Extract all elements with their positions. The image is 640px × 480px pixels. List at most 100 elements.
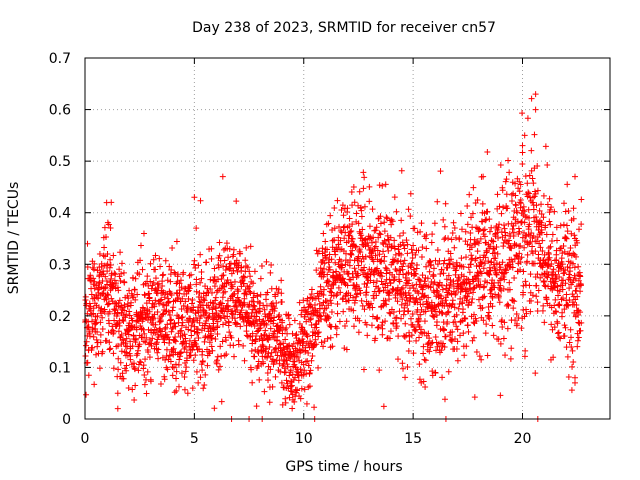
- data-point: [480, 265, 487, 272]
- data-point: [565, 302, 572, 309]
- data-point: [211, 405, 218, 412]
- data-point: [361, 203, 368, 210]
- data-point: [313, 267, 320, 274]
- data-point: [570, 205, 577, 212]
- data-point: [110, 252, 117, 259]
- data-point: [125, 385, 132, 392]
- data-point: [346, 215, 353, 222]
- data-point: [339, 202, 346, 209]
- data-point: [488, 286, 495, 293]
- data-point: [520, 282, 527, 289]
- data-point: [115, 287, 122, 294]
- data-point: [333, 325, 340, 332]
- data-point: [130, 332, 137, 339]
- data-point: [479, 304, 486, 311]
- data-point: [494, 250, 501, 257]
- data-point: [538, 219, 545, 226]
- data-point: [147, 378, 154, 385]
- data-point: [82, 352, 89, 359]
- data-point: [578, 319, 585, 326]
- data-point: [366, 198, 373, 205]
- data-point: [249, 337, 256, 344]
- data-point: [233, 320, 240, 327]
- data-point: [506, 279, 513, 286]
- data-point: [238, 264, 245, 271]
- data-point: [379, 325, 386, 332]
- data-point: [149, 335, 156, 342]
- data-point: [243, 332, 250, 339]
- data-point: [377, 220, 384, 227]
- data-point: [106, 308, 113, 315]
- data-point: [148, 285, 155, 292]
- data-point: [532, 106, 539, 113]
- data-point: [472, 200, 479, 207]
- data-point: [574, 337, 581, 344]
- data-point: [195, 334, 202, 341]
- data-point: [118, 270, 125, 277]
- data-point: [186, 285, 193, 292]
- data-point: [112, 271, 119, 278]
- data-point: [390, 308, 397, 315]
- data-point: [219, 321, 226, 328]
- data-point: [391, 245, 398, 252]
- data-point: [329, 343, 336, 350]
- data-point: [475, 240, 482, 247]
- data-point: [230, 342, 237, 349]
- data-point: [358, 297, 365, 304]
- data-point: [425, 294, 432, 301]
- data-point: [360, 366, 367, 373]
- data-point: [484, 279, 491, 286]
- data-point: [154, 281, 161, 288]
- data-point: [426, 268, 433, 275]
- data-point: [544, 261, 551, 268]
- data-point: [468, 214, 475, 221]
- data-point: [146, 308, 153, 315]
- data-point: [333, 292, 340, 299]
- data-point: [212, 294, 219, 301]
- data-point: [441, 236, 448, 243]
- data-point: [530, 206, 537, 213]
- data-point: [479, 200, 486, 207]
- data-point: [249, 379, 256, 386]
- data-point: [369, 304, 376, 311]
- data-point: [274, 337, 281, 344]
- data-point: [465, 290, 472, 297]
- data-point: [517, 259, 524, 266]
- data-point: [278, 379, 285, 386]
- data-point: [359, 302, 366, 309]
- data-point: [352, 297, 359, 304]
- data-point: [373, 278, 380, 285]
- data-point: [433, 287, 440, 294]
- data-point: [464, 293, 471, 300]
- data-point: [120, 375, 127, 382]
- data-point: [341, 322, 348, 329]
- plot-frame: [84, 57, 611, 420]
- data-point: [223, 337, 230, 344]
- data-point: [531, 260, 538, 267]
- data-point: [297, 395, 304, 402]
- data-point: [536, 240, 543, 247]
- data-point: [372, 335, 379, 342]
- data-point: [405, 307, 412, 314]
- data-point: [362, 243, 369, 250]
- data-point: [554, 318, 561, 325]
- data-point: [103, 296, 110, 303]
- data-point: [273, 300, 280, 307]
- data-point: [237, 309, 244, 316]
- data-point: [534, 163, 541, 170]
- data-point: [147, 278, 154, 285]
- data-point: [121, 279, 128, 286]
- data-point: [382, 297, 389, 304]
- data-point: [89, 344, 96, 351]
- data-point: [520, 289, 527, 296]
- data-point: [420, 378, 427, 385]
- data-point: [99, 290, 106, 297]
- data-point: [382, 181, 389, 188]
- data-point: [457, 332, 464, 339]
- data-point: [180, 269, 187, 276]
- data-point: [105, 292, 112, 299]
- data-point: [126, 308, 133, 315]
- data-point: [180, 302, 187, 309]
- data-point: [381, 237, 388, 244]
- data-point: [403, 294, 410, 301]
